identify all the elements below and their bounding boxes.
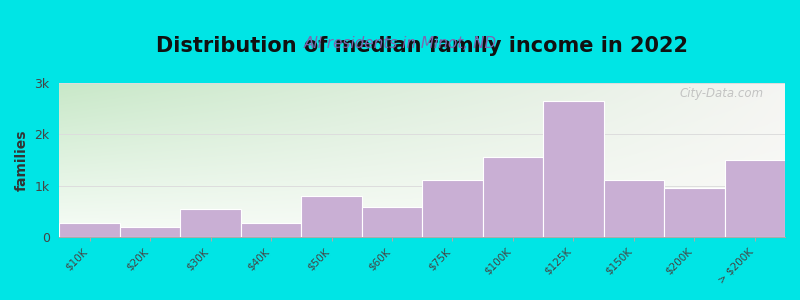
Bar	[422, 180, 482, 237]
Text: All residents in Minot, ND: All residents in Minot, ND	[303, 36, 497, 51]
Bar	[725, 160, 785, 237]
Bar	[302, 196, 362, 237]
Bar	[604, 180, 664, 237]
Text: City-Data.com: City-Data.com	[679, 87, 763, 100]
Title: Distribution of median family income in 2022: Distribution of median family income in …	[156, 36, 688, 56]
Bar	[543, 100, 604, 237]
Y-axis label: families: families	[15, 129, 29, 190]
Bar	[59, 223, 120, 237]
Bar	[241, 223, 302, 237]
Bar	[120, 227, 180, 237]
Bar	[664, 188, 725, 237]
Bar	[482, 157, 543, 237]
Bar	[180, 209, 241, 237]
Bar	[362, 207, 422, 237]
